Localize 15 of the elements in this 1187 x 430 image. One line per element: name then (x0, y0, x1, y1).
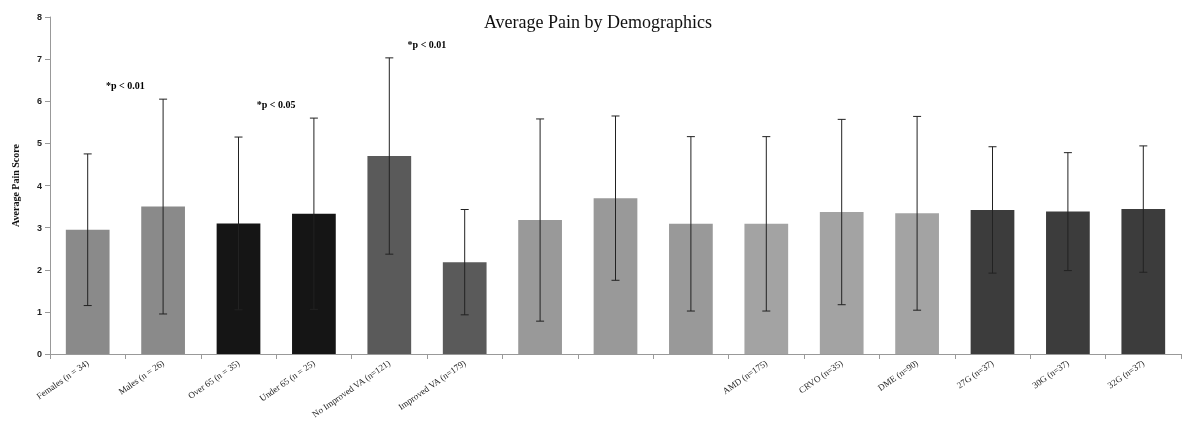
y-tick-label: 6 (36, 96, 42, 107)
annotation: *p < 0.01 (407, 38, 447, 50)
y-tick-label: 5 (36, 138, 42, 149)
y-tick-label: 3 (36, 222, 42, 233)
y-tick-label: 7 (36, 54, 42, 65)
y-tick-label: 8 (36, 12, 42, 22)
y-tick-label: 4 (36, 180, 42, 191)
y-axis-title: Average Pain Score (9, 143, 21, 227)
x-tick-label: Over 65 (n = 35) (186, 357, 242, 401)
y-tick-label: 1 (36, 306, 42, 317)
chart-title: Average Pain by Demographics (483, 12, 713, 32)
annotation: *p < 0.01 (106, 80, 145, 92)
annotation: *p < 0.05 (256, 99, 296, 111)
y-tick-label: 0 (36, 349, 42, 359)
y-tick-label: 2 (36, 264, 42, 275)
